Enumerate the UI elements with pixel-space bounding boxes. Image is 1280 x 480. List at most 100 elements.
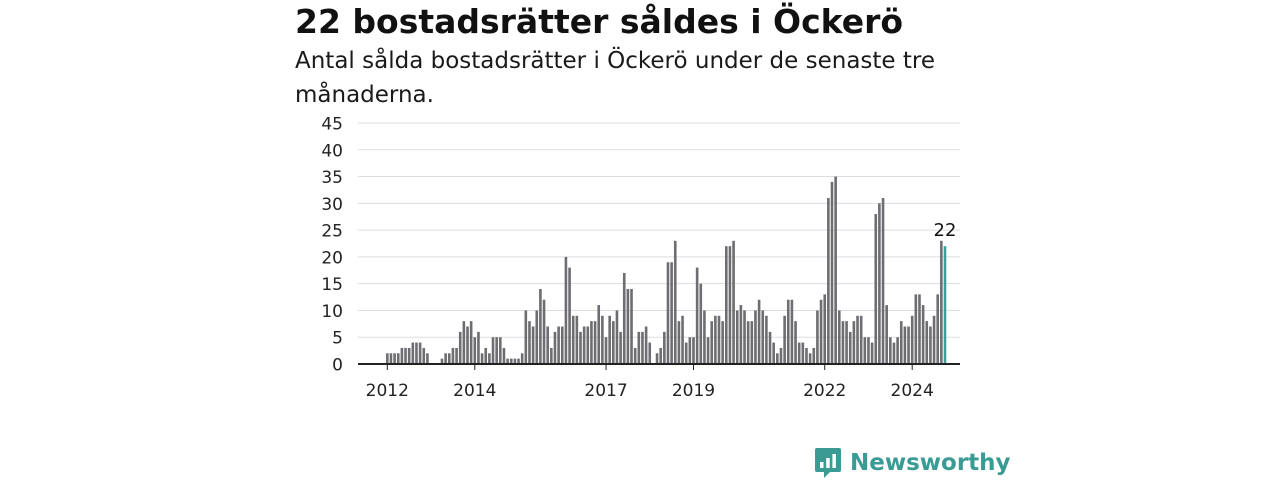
- bar: [488, 353, 491, 364]
- bar: [633, 347, 637, 364]
- bar: [579, 331, 582, 364]
- bar: [776, 353, 779, 364]
- bar: [845, 321, 848, 364]
- y-tick-label: 10: [321, 302, 343, 322]
- bar: [743, 310, 746, 364]
- bar: [899, 321, 903, 364]
- bar: [480, 353, 484, 364]
- bar: [768, 331, 772, 364]
- highlight-value-label: 22: [934, 220, 957, 241]
- brand-name: Newsworthy: [850, 450, 1011, 476]
- bar: [878, 203, 881, 364]
- bar: [447, 353, 451, 364]
- bar: [477, 331, 480, 364]
- bar: [597, 305, 601, 364]
- x-tick-label: 2022: [803, 381, 846, 401]
- bar: [673, 240, 677, 364]
- bar: [892, 342, 896, 364]
- bar: [404, 347, 407, 364]
- bar: [440, 358, 444, 364]
- bar: [805, 347, 808, 364]
- bar: [925, 321, 929, 364]
- bar: [856, 315, 859, 364]
- bar: [571, 315, 575, 364]
- bar: [495, 337, 498, 364]
- bar: [907, 326, 910, 364]
- bar: [462, 321, 466, 364]
- x-tick-label: 2024: [891, 381, 934, 401]
- bar: [808, 353, 812, 364]
- bar: [688, 337, 692, 364]
- y-axis-ticks: 0 5 10 15 20 25 30 35 40 45: [321, 115, 343, 376]
- bar: [870, 342, 874, 364]
- bar: [458, 331, 462, 364]
- bar: [502, 347, 506, 364]
- bar: [666, 262, 670, 364]
- bar: [513, 358, 517, 364]
- bar: [542, 299, 546, 364]
- bar: [929, 326, 932, 364]
- bar: [681, 315, 684, 364]
- bar: [535, 310, 539, 364]
- bar: [783, 315, 786, 364]
- bar: [677, 321, 681, 364]
- bar: [644, 326, 648, 364]
- bar: [386, 353, 389, 364]
- bar: [721, 321, 724, 364]
- bar: [725, 246, 728, 364]
- bar: [615, 310, 619, 364]
- bar: [473, 337, 477, 364]
- newsworthy-logo-icon: [815, 448, 841, 478]
- bar: [466, 326, 469, 364]
- bar: [706, 337, 710, 364]
- x-tick-label: 2019: [672, 381, 715, 401]
- bar: [469, 321, 473, 364]
- x-axis-ticks: 2012 2014 2017 2019 2022 2024: [366, 364, 934, 401]
- bar: [717, 315, 721, 364]
- bar: [586, 326, 590, 364]
- bar: [517, 358, 520, 364]
- bar: [837, 310, 841, 364]
- gridlines: [358, 122, 960, 338]
- bar: [754, 310, 757, 364]
- bar: [848, 331, 852, 364]
- bar: [601, 315, 604, 364]
- bar: [823, 294, 827, 364]
- y-tick-label: 45: [321, 115, 343, 135]
- bar: [663, 331, 666, 364]
- bar: [575, 315, 579, 364]
- chart-title: 22 bostadsrätter såldes i Öckerö: [295, 2, 904, 41]
- x-tick-label: 2017: [584, 381, 627, 401]
- bar: [407, 347, 411, 364]
- bar: [619, 331, 622, 364]
- bar: [415, 342, 418, 364]
- bar: [509, 358, 513, 364]
- newsworthy-brand[interactable]: Newsworthy: [814, 446, 1011, 480]
- bar: [484, 347, 488, 364]
- bar: [622, 272, 626, 364]
- bar: [557, 326, 560, 364]
- bar: [539, 289, 542, 364]
- bar: [940, 240, 943, 364]
- bar: [655, 353, 659, 364]
- bar: [692, 337, 695, 364]
- bar: [874, 214, 878, 364]
- y-tick-label: 25: [321, 222, 343, 242]
- bar: [765, 315, 768, 364]
- bar: [881, 197, 885, 364]
- y-tick-label: 20: [321, 248, 343, 268]
- bar: [750, 321, 754, 364]
- bar: [455, 347, 458, 364]
- bar: [914, 294, 918, 364]
- bar: [786, 299, 790, 364]
- bar: [608, 315, 611, 364]
- bar: [396, 353, 400, 364]
- bar: [903, 326, 907, 364]
- y-tick-label: 30: [321, 195, 343, 215]
- bar: [943, 246, 947, 364]
- bar: [491, 337, 495, 364]
- bar: [819, 299, 823, 364]
- bar: [444, 353, 447, 364]
- bar: [590, 321, 593, 364]
- bar: [859, 315, 863, 364]
